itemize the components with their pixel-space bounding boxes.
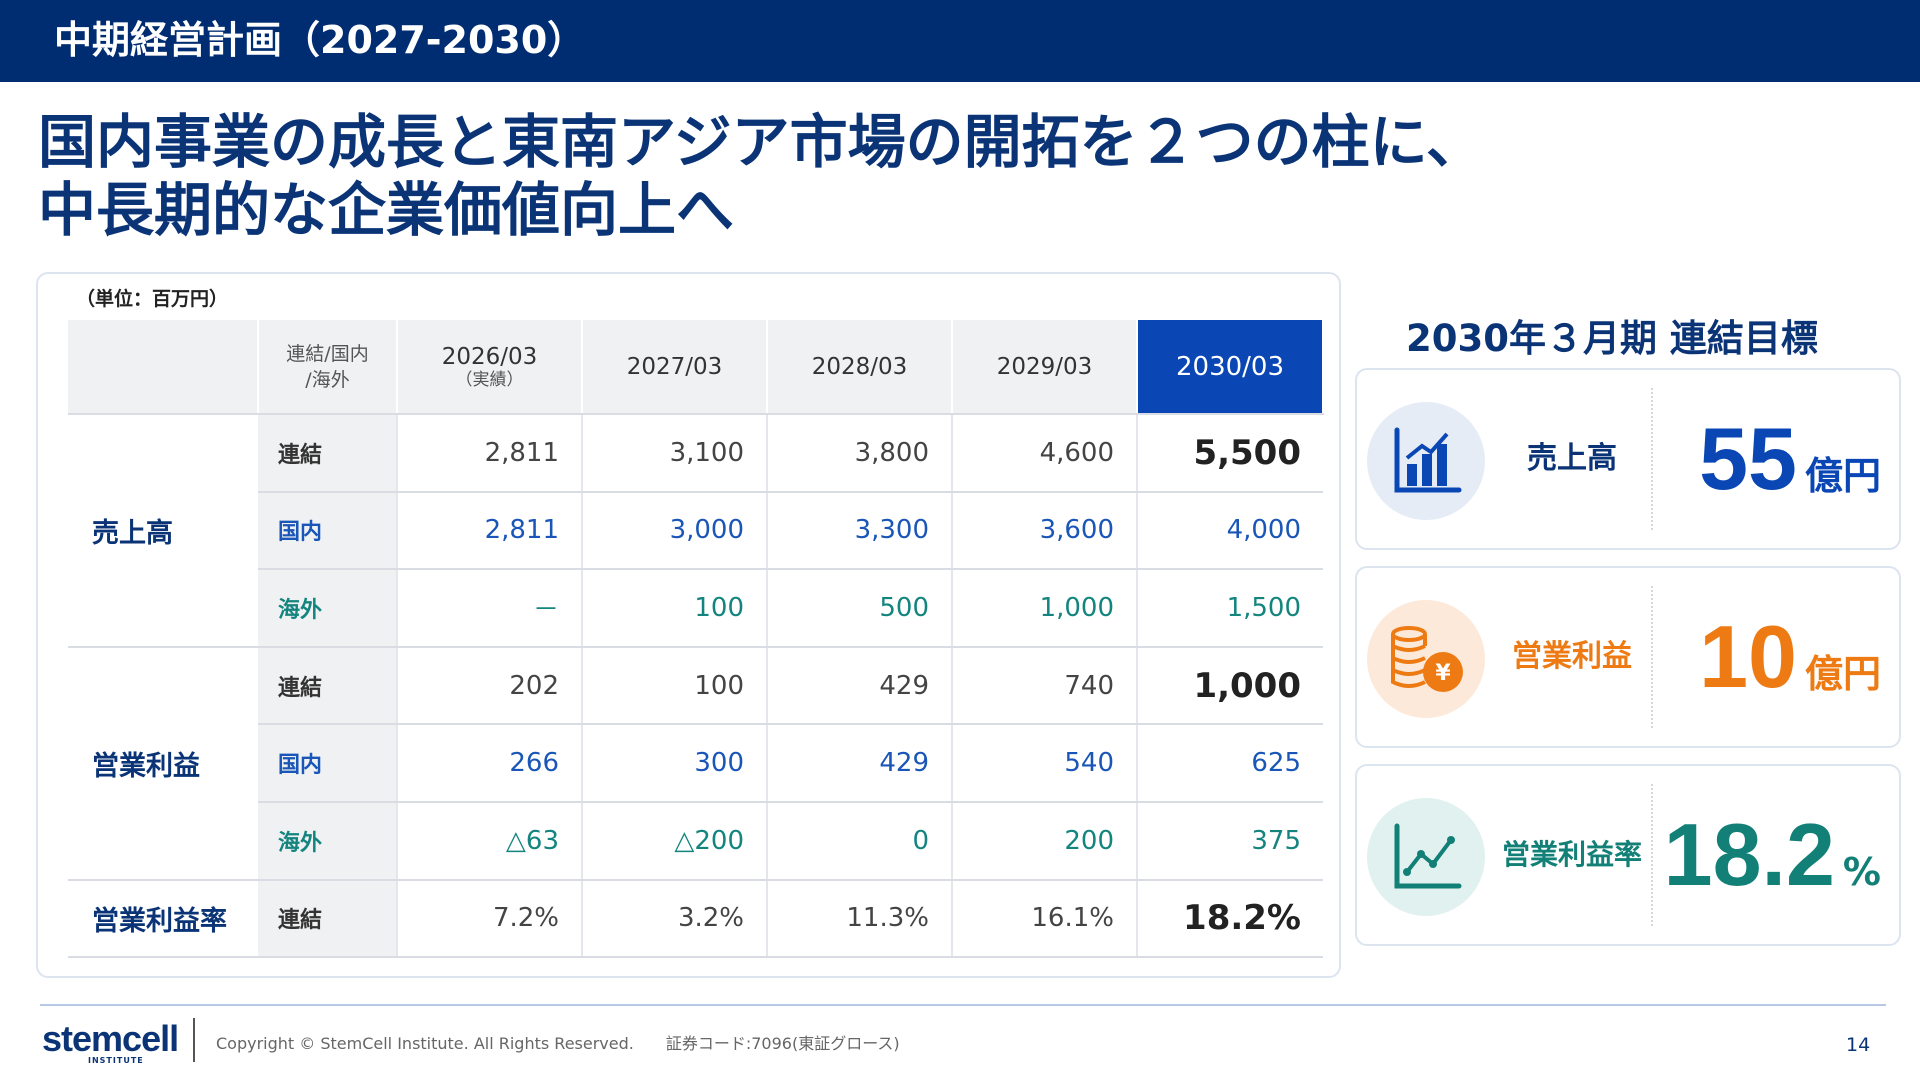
kpi-value-sales: 55 億円 (1699, 409, 1881, 508)
table-cell: 429 (767, 724, 953, 803)
coins-yen-icon: ¥ (1367, 600, 1485, 718)
headline: 国内事業の成長と東南アジア市場の開拓を２つの柱に、 中長期的な企業価値向上へ (38, 108, 1484, 244)
table-cell: 3,000 (582, 491, 768, 571)
logo-separator (193, 1018, 195, 1062)
header-2029: 2029/03 (952, 320, 1138, 415)
plan-table: 連結/国内 /海外 2026/03 （実績） 2027/03 2028/03 20… (68, 320, 1324, 959)
table-cell: 100 (582, 569, 768, 648)
table-header-row: 連結/国内 /海外 2026/03 （実績） 2027/03 2028/03 20… (68, 320, 1324, 415)
segment-label: 連結 (258, 414, 398, 493)
table-cell: 1,000 (952, 569, 1138, 648)
company-logo: stemcell (42, 1018, 179, 1059)
page-number: 14 (1846, 1034, 1871, 1056)
headline-line-1: 国内事業の成長と東南アジア市場の開拓を２つの柱に、 (38, 108, 1484, 176)
kpi-value-margin: 18.2% (1663, 805, 1881, 904)
footer-divider (40, 1004, 1886, 1006)
segment-label: 国内 (258, 724, 398, 803)
table-cell: 540 (952, 724, 1138, 803)
table-row: 営業利益率 連結 7.2% 3.2% 11.3% 16.1% 18.2% (68, 879, 1323, 959)
table-cell: 2,811 (397, 414, 583, 493)
company-logo-sub: INSTITUTE (88, 1056, 144, 1065)
svg-text:¥: ¥ (1435, 661, 1451, 686)
table-row: 売上高 連結 2,811 3,100 3,800 4,600 5,500 (68, 414, 1323, 648)
table-cell: 4,600 (952, 414, 1138, 493)
table-cell: 375 (1137, 801, 1323, 881)
category-margin: 営業利益率 (68, 879, 258, 959)
table-cell: 3,300 (767, 491, 953, 571)
segment-label: 海外 (258, 801, 398, 881)
table-row: 国内 266 300 429 540 625 (68, 724, 1323, 803)
divider (1651, 586, 1653, 728)
kpi-card-operating-profit: ¥ 営業利益 10 億円 (1355, 566, 1901, 748)
table-cell: 2,811 (397, 491, 583, 571)
table-cell: 200 (952, 801, 1138, 881)
kpi-card-sales: 売上高 55 億円 (1355, 368, 1901, 550)
table-cell: 4,000 (1137, 491, 1323, 571)
table-cell: 3,600 (952, 491, 1138, 571)
segment-label: 海外 (258, 569, 398, 648)
kpi-label-sales: 売上高 (1527, 441, 1617, 476)
table-cell: 1,500 (1137, 569, 1323, 648)
targets-title: 2030年３月期 連結目標 (1406, 317, 1818, 360)
table-cell: － (397, 569, 583, 648)
table-cell-target: 18.2% (1137, 879, 1323, 959)
table-cell: △200 (582, 801, 768, 881)
table-cell: 3.2% (582, 879, 768, 959)
divider (1651, 784, 1653, 926)
table-cell: 429 (767, 646, 953, 726)
table-cell: △63 (397, 801, 583, 881)
table-cell: 500 (767, 569, 953, 648)
table-cell-target: 5,500 (1137, 414, 1323, 493)
kpi-label-margin: 営業利益率 (1501, 838, 1642, 871)
category-sales: 売上高 (68, 414, 258, 648)
table-cell: 7.2% (397, 879, 583, 959)
table-cell: 740 (952, 646, 1138, 726)
segment-label: 連結 (258, 646, 398, 726)
page-title: 中期経営計画（2027-2030） (54, 18, 586, 62)
line-chart-icon (1367, 798, 1485, 916)
headline-line-2: 中長期的な企業価値向上へ (38, 176, 735, 244)
kpi-card-margin: 営業利益率 18.2% (1355, 764, 1901, 946)
header-2030: 2030/03 (1137, 320, 1324, 415)
table-row: 営業利益 連結 202 100 429 740 1,000 (68, 646, 1323, 881)
segment-label: 連結 (258, 879, 398, 959)
header-bar: 中期経営計画（2027-2030） (0, 0, 1920, 82)
header-segment: 連結/国内 /海外 (258, 320, 398, 415)
table-cell: 3,100 (582, 414, 768, 493)
table-row: 海外 － 100 500 1,000 1,500 (68, 569, 1323, 648)
table-cell: 100 (582, 646, 768, 726)
header-blank (68, 320, 259, 415)
bar-chart-icon (1367, 402, 1485, 520)
table-cell: 0 (767, 801, 953, 881)
kpi-label-operating-profit: 営業利益 (1512, 639, 1632, 674)
header-2027: 2027/03 (582, 320, 768, 415)
table-row: 国内 2,811 3,000 3,300 3,600 4,000 (68, 491, 1323, 571)
kpi-value-operating-profit: 10 億円 (1699, 607, 1881, 706)
segment-label: 国内 (258, 491, 398, 571)
unit-label: （単位：百万円） (76, 288, 229, 310)
header-2026: 2026/03 （実績） (397, 320, 583, 415)
table-cell: 202 (397, 646, 583, 726)
table-cell-target: 1,000 (1137, 646, 1323, 726)
table-row: 海外 △63 △200 0 200 375 (68, 801, 1323, 881)
table-cell: 625 (1137, 724, 1323, 803)
table-cell: 266 (397, 724, 583, 803)
header-2028: 2028/03 (767, 320, 953, 415)
table-cell: 11.3% (767, 879, 953, 959)
table-cell: 16.1% (952, 879, 1138, 959)
table-cell: 3,800 (767, 414, 953, 493)
copyright-text: Copyright © StemCell Institute. All Righ… (216, 1034, 900, 1053)
table-cell: 300 (582, 724, 768, 803)
divider (1651, 388, 1653, 530)
category-operating-profit: 営業利益 (68, 646, 258, 881)
